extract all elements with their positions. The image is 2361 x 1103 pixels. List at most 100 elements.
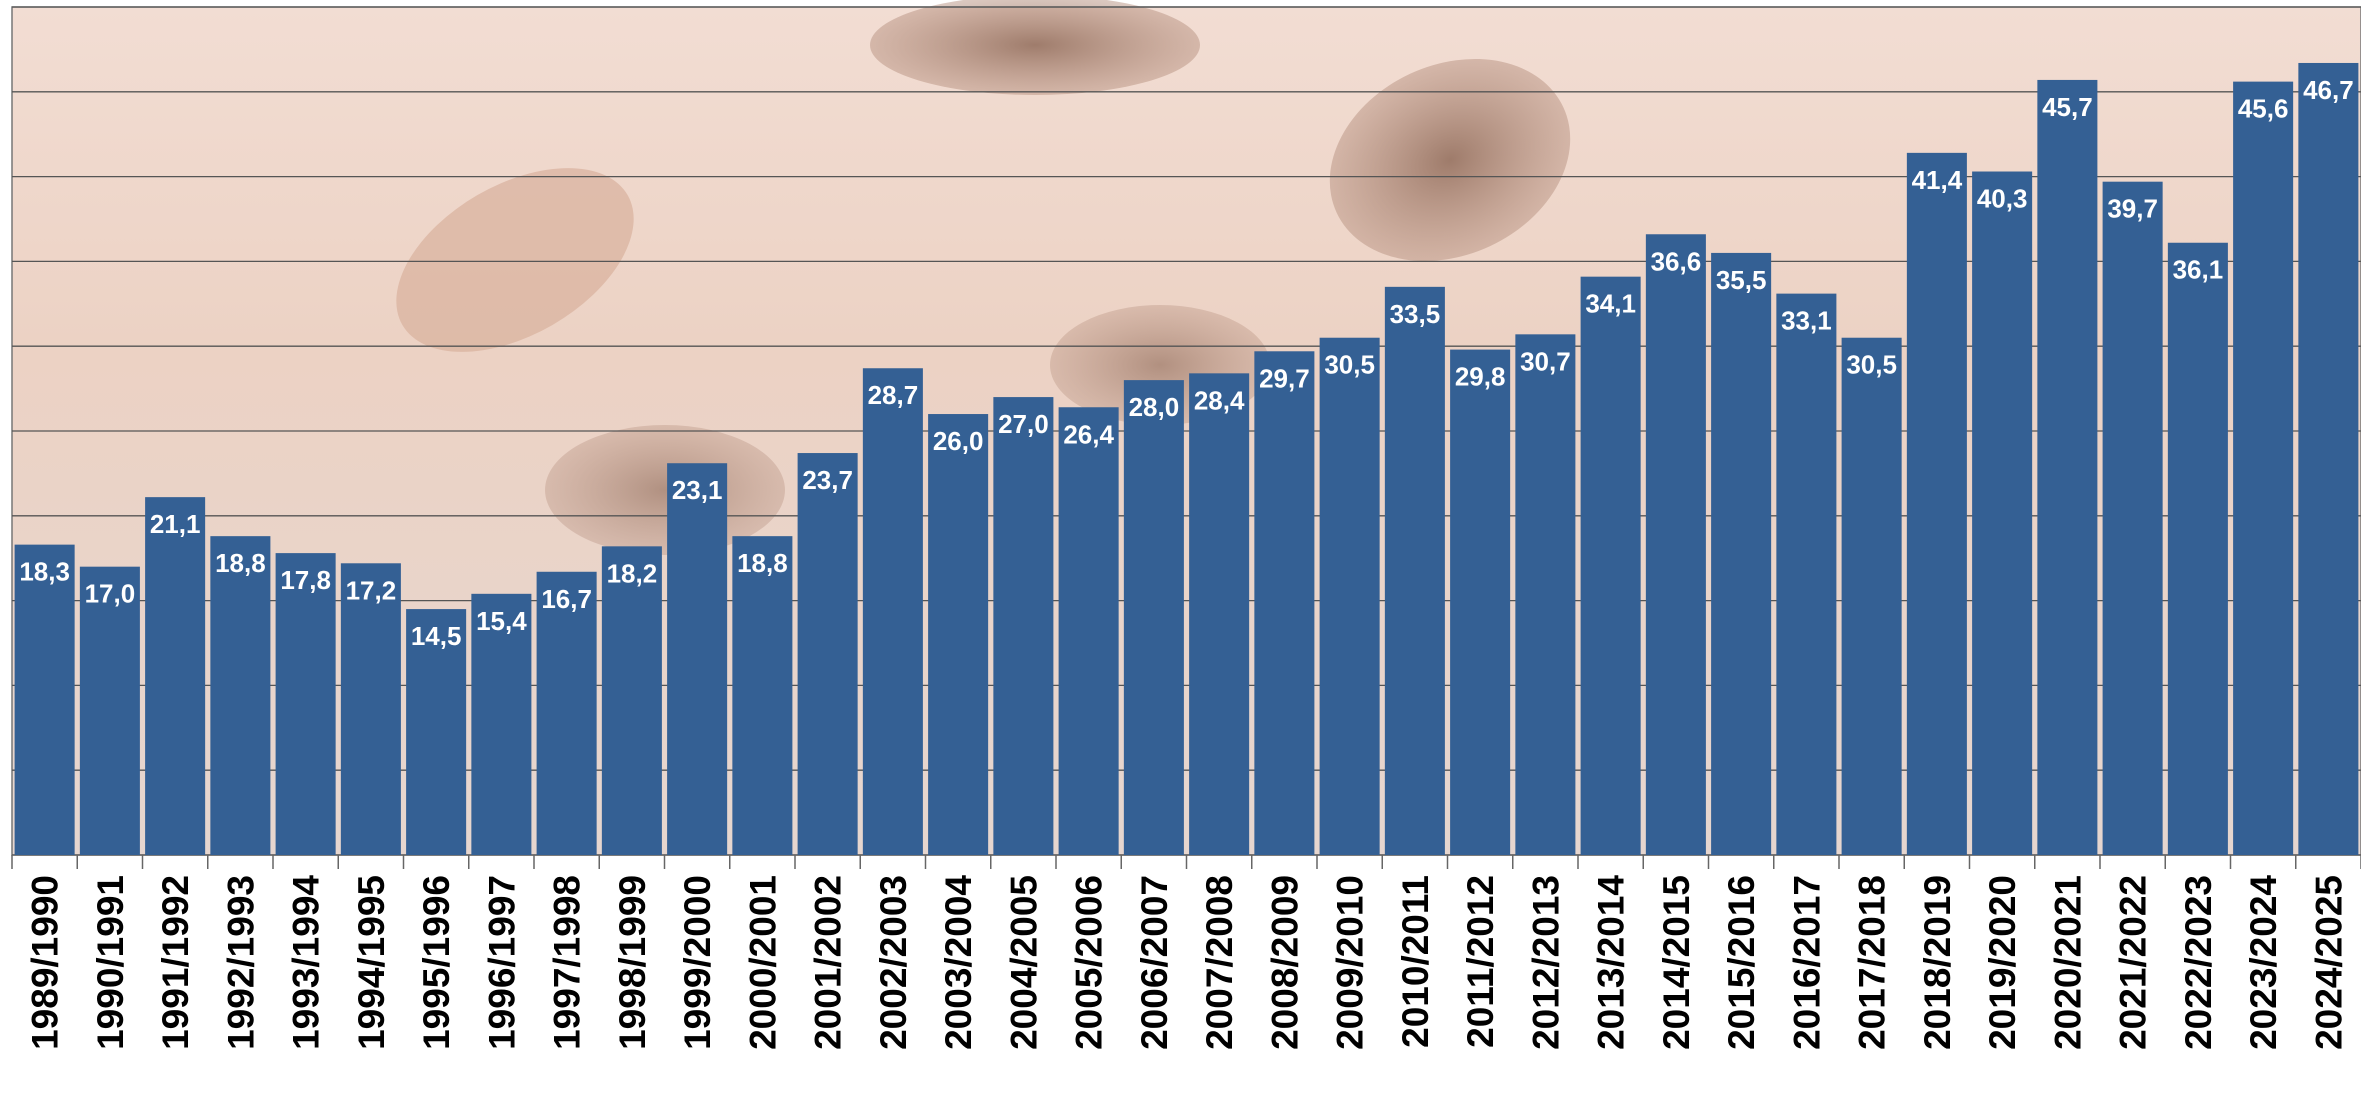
decor-bean	[870, 0, 1200, 95]
value-label: 15,4	[476, 606, 527, 636]
x-tick-label: 1998/1999	[612, 875, 653, 1050]
bar	[1711, 252, 1772, 856]
value-label: 30,5	[1324, 350, 1375, 380]
bar	[1189, 373, 1250, 855]
value-label: 14,5	[411, 621, 462, 651]
bar	[1254, 351, 1315, 855]
bar	[1058, 407, 1119, 855]
x-tick-label: 1997/1998	[547, 875, 588, 1050]
value-label: 30,5	[1846, 350, 1897, 380]
bar	[210, 536, 271, 855]
decor-bean	[396, 168, 634, 352]
value-label: 33,1	[1781, 306, 1832, 336]
bar	[928, 414, 989, 855]
x-tick-label: 1989/1990	[25, 875, 66, 1050]
bar	[79, 566, 140, 855]
value-label: 21,1	[150, 509, 201, 539]
x-tick-label: 2004/2005	[1003, 875, 1044, 1050]
decor-bean	[545, 425, 785, 555]
bar	[536, 571, 597, 855]
value-label: 46,7	[2303, 75, 2354, 105]
x-tick-label: 2024/2025	[2308, 875, 2349, 1050]
x-tick-label: 2014/2015	[1656, 875, 1697, 1050]
x-tick-label: 2018/2019	[1917, 875, 1958, 1050]
bar	[406, 609, 467, 855]
bar	[1450, 349, 1511, 855]
value-label: 18,2	[607, 558, 658, 588]
value-label: 18,3	[19, 557, 70, 587]
value-label: 33,5	[1390, 299, 1441, 329]
bar	[862, 368, 923, 855]
x-tick-label: 2023/2024	[2243, 875, 2284, 1050]
value-label: 40,3	[1977, 184, 2028, 214]
bar	[2298, 62, 2359, 855]
x-tick-label: 2009/2010	[1330, 875, 1371, 1050]
value-label: 23,1	[672, 475, 723, 505]
bar	[340, 563, 401, 855]
x-tick-label: 2019/2020	[1982, 875, 2023, 1050]
x-tick-label: 2015/2016	[1721, 875, 1762, 1050]
value-label: 39,7	[2107, 194, 2158, 224]
x-tick-label: 2001/2002	[808, 875, 849, 1050]
bar	[993, 397, 1054, 855]
value-label: 18,8	[215, 548, 266, 578]
x-tick-label: 2000/2001	[742, 875, 783, 1050]
bar	[732, 536, 793, 855]
x-tick-label: 2013/2014	[1591, 875, 1632, 1050]
value-label: 28,4	[1194, 385, 1245, 415]
value-label: 29,7	[1259, 363, 1310, 393]
bar	[145, 497, 206, 855]
value-label: 28,0	[1129, 392, 1180, 422]
bar	[471, 593, 532, 855]
value-label: 26,0	[933, 426, 984, 456]
bar	[14, 544, 75, 855]
x-tick-label: 2017/2018	[1852, 875, 1893, 1050]
x-tick-label: 1999/2000	[677, 875, 718, 1050]
bar	[1841, 337, 1902, 856]
x-tick-label: 1991/1992	[155, 875, 196, 1050]
x-tick-label: 2003/2004	[938, 875, 979, 1050]
x-tick-label: 2006/2007	[1134, 875, 1175, 1050]
value-label: 35,5	[1716, 265, 1767, 295]
x-tick-label: 1993/1994	[286, 875, 327, 1050]
bar	[667, 463, 728, 855]
bar	[1319, 337, 1380, 856]
value-label: 16,7	[541, 584, 592, 614]
bar	[1515, 334, 1576, 855]
bar	[601, 546, 662, 855]
bar	[275, 553, 336, 855]
value-label: 17,8	[280, 565, 331, 595]
x-tick-label: 2020/2021	[2047, 875, 2088, 1050]
x-tick-label: 2007/2008	[1199, 875, 1240, 1050]
x-tick-label: 2010/2011	[1395, 875, 1436, 1048]
x-tick-label: 1995/1996	[416, 875, 457, 1050]
value-label: 26,4	[1063, 419, 1114, 449]
value-label: 23,7	[802, 465, 853, 495]
bar	[1123, 380, 1184, 855]
x-tick-label: 1996/1997	[481, 875, 522, 1050]
bar	[1972, 171, 2033, 856]
value-label: 17,2	[346, 575, 397, 605]
x-tick-label: 2016/2017	[1786, 875, 1827, 1050]
x-tick-label: 1992/1993	[220, 875, 261, 1050]
bar	[1906, 152, 1967, 855]
bar	[1384, 286, 1445, 856]
value-label: 27,0	[998, 409, 1049, 439]
value-label: 18,8	[737, 548, 788, 578]
value-label: 41,4	[1912, 165, 1963, 195]
bar	[2167, 242, 2228, 855]
x-tick-label: 1990/1991	[90, 875, 131, 1050]
x-tick-label: 2022/2023	[2178, 875, 2219, 1050]
bar	[1776, 293, 1837, 855]
value-label: 34,1	[1585, 289, 1636, 319]
decor-bean	[1329, 58, 1571, 262]
x-tick-label: 2021/2022	[2113, 875, 2154, 1050]
bar	[1580, 276, 1641, 855]
value-label: 30,7	[1520, 346, 1571, 376]
value-label: 45,6	[2238, 94, 2289, 124]
x-tick-label: 1994/1995	[351, 875, 392, 1050]
bar	[2037, 79, 2098, 856]
bar	[1645, 234, 1706, 855]
x-tick-label: 2008/2009	[1264, 875, 1305, 1050]
